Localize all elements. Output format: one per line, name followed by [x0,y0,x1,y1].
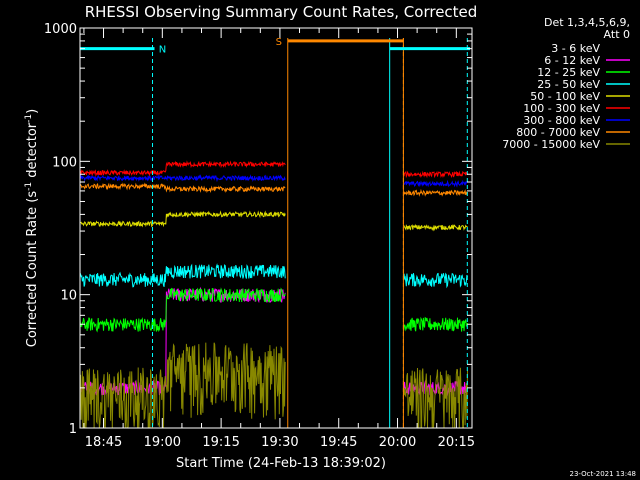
series-line-8-post [402,188,468,197]
series-line-6-post [402,170,468,179]
x-tick-label: 19:00 [144,435,181,450]
y-axis-label-end: ) [25,109,40,114]
series-line-8 [79,182,286,194]
x-tick-label: 20:15 [438,435,475,450]
footer-timestamp: 23-Oct-2021 13:48 [570,470,636,478]
y-tick-label: 100 [52,155,77,170]
chart-title: RHESSI Observing Summary Count Rates, Co… [85,3,478,21]
legend-label-7: 300 - 800 keV [523,114,600,127]
x-tick-label: 19:45 [320,435,357,450]
series-line-7 [79,173,286,183]
axes-layer: 18:45 19:00 19:15 19:30 19:45 20:00 20:15 1 10 10… [44,22,475,450]
legend-header-line-1: Det 1,3,4,5,6,9, [544,16,630,29]
flag-label-n: N [159,45,166,56]
series-line-7-post [403,179,468,188]
x-tick-label: 18:45 [85,435,122,450]
legend-label-1: 3 - 6 keV [551,42,600,55]
legend-label-9: 7000 - 15000 keV [502,138,600,151]
series-line-3-post [402,316,468,332]
x-tick-label: 19:30 [261,435,298,450]
flag-label-s: S [276,37,282,48]
series-line-9-post [402,367,468,429]
y-axis-label: Corrected Count Rate (s-1 detector-1) [24,109,40,347]
y-axis-label-mid: detector [25,122,40,182]
series-line-5 [79,210,286,228]
series-line-9 [79,342,286,429]
x-tick-label: 20:00 [379,435,416,450]
series-line-6 [79,160,286,178]
series-layer [79,160,468,429]
series-line-4 [79,263,286,288]
x-tick-label: 19:15 [202,435,239,450]
legend-label-5: 50 - 100 keV [530,90,600,103]
x-axis-label: Start Time (24-Feb-13 18:39:02) [176,456,386,471]
svg-text:Corrected Count Rate (s-1 dete: Corrected Count Rate (s-1 detector-1) [24,109,40,347]
y-tick-label: 1000 [44,22,77,37]
legend-label-6: 100 - 300 keV [523,102,600,115]
plot-frame [79,27,473,429]
series-line-4-post [402,272,468,289]
legend-header-line-2: Att 0 [604,28,630,41]
series-line-5-post [403,223,468,232]
legend-label-2: 6 - 12 keV [544,54,600,67]
y-tick-label: 1 [69,422,77,437]
legend-label-3: 12 - 25 keV [537,66,600,79]
series-line-3 [79,287,286,333]
legend-label-8: 800 - 7000 keV [516,126,600,139]
legend-label-4: 25 - 50 keV [537,78,600,91]
y-axis-label-main: Corrected Count Rate (s [25,191,40,348]
y-axis-label-sup1: -1 [24,182,34,191]
series-line-1 [79,316,286,333]
y-tick-label: 10 [60,289,77,304]
y-axis-label-sup2: -1 [24,114,34,123]
